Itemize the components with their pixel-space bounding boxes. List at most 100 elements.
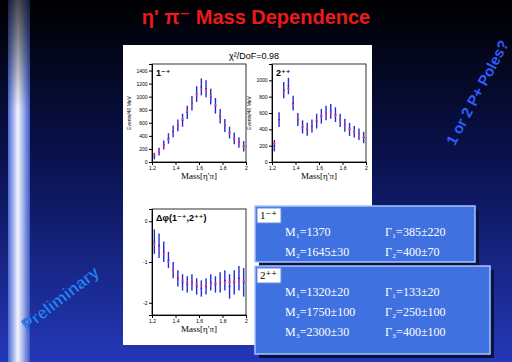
fit-point [228, 132, 230, 134]
title: η' π⁻ Mass Dependence [142, 6, 370, 28]
fit-point [344, 124, 346, 126]
fit-point [238, 280, 240, 282]
tick: 1000 [256, 77, 272, 83]
slide: η' π⁻ Mass Dependence1 or 2 P+ Poles?Pre… [0, 0, 512, 362]
data-point [182, 281, 184, 283]
fit-point [196, 94, 198, 96]
error-bar [358, 129, 359, 140]
series [153, 243, 244, 287]
tick-mark [149, 162, 152, 163]
tick: 200 [259, 143, 272, 149]
box-header: 1⁻⁺ [260, 209, 277, 221]
tick: 1.2 [149, 162, 156, 171]
fit-point [334, 114, 336, 116]
error-bar [210, 89, 211, 105]
tick-mark [269, 97, 272, 98]
tick-label: 600 [259, 110, 268, 116]
tick-label: 1.4 [173, 165, 180, 171]
fit-parameter: M₁=1320±20 [285, 285, 349, 299]
y-axis-title: Events/40 MeV [246, 95, 252, 130]
tick: 800 [259, 94, 272, 100]
box-tab [257, 208, 281, 223]
axis-x: 1.21.41.61.82 [149, 162, 248, 171]
tick: 1.2 [269, 162, 276, 171]
error-bar [234, 270, 235, 294]
data-point [172, 269, 174, 271]
fit-point [358, 133, 360, 135]
tick-label: 1.8 [340, 165, 347, 171]
fit-point [210, 95, 212, 97]
fit-point [181, 118, 183, 120]
data-point [363, 137, 365, 139]
plot-title: 2⁺⁺ [276, 68, 291, 78]
error-bar [172, 125, 173, 137]
fit-point [316, 119, 318, 121]
error-bar [201, 280, 202, 296]
tick-label: 2 [245, 318, 248, 324]
fit-point [325, 112, 327, 114]
plot-frame [152, 64, 246, 162]
tick-label: 800 [139, 107, 148, 113]
series [273, 78, 364, 152]
fit-point [200, 88, 202, 90]
error-bar [234, 133, 235, 145]
data-point [233, 138, 235, 140]
tick-label: 1200 [136, 81, 147, 87]
tick: 0 [145, 159, 152, 165]
data-point [349, 128, 351, 130]
fit-point [177, 124, 179, 126]
fit-point [292, 104, 294, 106]
fit-point [243, 145, 245, 147]
tick: 2 [245, 315, 248, 324]
data-point [344, 124, 346, 126]
error-bar [238, 137, 239, 147]
fit-parameter: Γ₂=400±70 [385, 245, 439, 259]
side-bar-shade [8, 0, 30, 362]
data-point [210, 96, 212, 98]
fit-point [353, 131, 355, 133]
error-bar [311, 120, 312, 133]
error-bar [219, 109, 220, 123]
fit-point [219, 115, 221, 117]
tick: 1200 [136, 81, 152, 87]
data-point [353, 131, 355, 133]
tick-label: 1.4 [293, 165, 300, 171]
chart: 1.21.41.61.82-2-10Mass[η'π]Δφ(1⁻⁺,2⁺⁺) [143, 209, 248, 334]
tick: 2 [245, 162, 248, 171]
fit-point [243, 280, 245, 282]
data-point [243, 145, 245, 147]
fit-point [273, 142, 275, 144]
error-bar [330, 104, 331, 119]
tick-mark [269, 129, 272, 130]
error-bar [215, 98, 216, 114]
error-bar [187, 106, 188, 119]
x-axis-title: Mass[η'π] [181, 171, 217, 181]
tick: 1.6 [316, 162, 323, 171]
fit-point [167, 261, 169, 263]
tick-mark [269, 146, 272, 147]
series [153, 88, 244, 156]
tick-label: 2 [365, 165, 368, 171]
data-point [158, 151, 160, 153]
stamp: Preliminary [18, 262, 103, 334]
fit-point [311, 124, 313, 126]
fit-point [158, 150, 160, 152]
fit-point [181, 279, 183, 281]
data-point [191, 102, 193, 104]
tick-mark [149, 149, 152, 150]
data-point [273, 145, 275, 147]
axis-x: 1.21.41.61.82 [149, 315, 248, 324]
fit-point [306, 127, 308, 129]
fit-point [153, 154, 155, 156]
data-point [325, 112, 327, 114]
fit-box: 2⁺⁺M₁=1320±20Γ₁=133±20M₂=1750±100Γ₂=250±… [255, 266, 494, 358]
error-bar [283, 82, 284, 98]
data-point [219, 115, 221, 117]
data-point [196, 286, 198, 288]
axis-y: -2-10 [143, 210, 152, 316]
tick-label: 1.8 [220, 318, 227, 324]
data-point [229, 132, 231, 134]
error-bar [196, 86, 197, 102]
data-point [358, 133, 360, 135]
data-point [163, 144, 165, 146]
